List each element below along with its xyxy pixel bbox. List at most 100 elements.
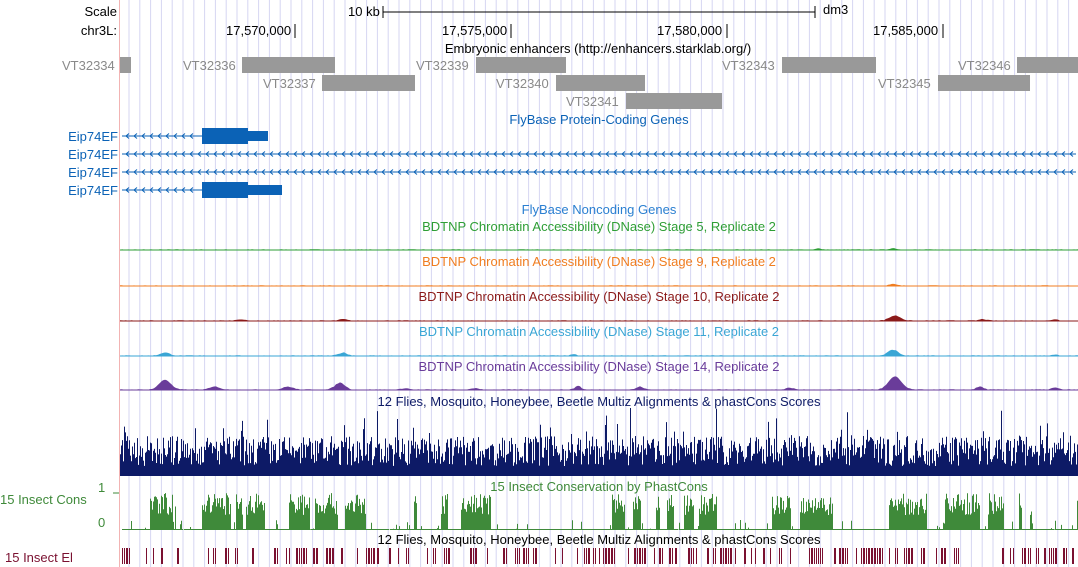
strand-chevron [149, 151, 154, 157]
track-title-enhancers[interactable]: Embryonic enhancers (http://enhancers.st… [444, 41, 752, 56]
track-title-dnase-stage11[interactable]: BDTNP Chromatin Accessibility (DNase) St… [418, 324, 780, 339]
strand-chevron [341, 169, 346, 175]
track-title-noncoding-genes[interactable]: FlyBase Noncoding Genes [521, 202, 677, 217]
strand-chevron [197, 151, 202, 157]
gene-label[interactable]: Eip74EF [68, 129, 118, 144]
strand-chevron [701, 151, 706, 157]
enhancer-label[interactable]: VT32339 [416, 58, 469, 73]
conserved-element [790, 548, 791, 564]
strand-chevron [941, 151, 946, 157]
conserved-element [608, 548, 610, 564]
track-title-protein-coding-genes[interactable]: FlyBase Protein-Coding Genes [509, 112, 689, 127]
strand-chevron [981, 151, 986, 157]
strand-chevron [453, 169, 458, 175]
conserved-element [1036, 548, 1037, 564]
strand-chevron [365, 169, 370, 175]
strand-chevron [189, 169, 194, 175]
conserved-element [475, 548, 477, 564]
strand-chevron [613, 169, 618, 175]
strand-chevron [813, 169, 818, 175]
strand-chevron [645, 169, 650, 175]
conserved-element [277, 548, 278, 564]
strand-chevron [253, 169, 258, 175]
enhancer-label[interactable]: VT32346 [958, 58, 1011, 73]
strand-chevron [437, 169, 442, 175]
gene-label[interactable]: Eip74EF [68, 147, 118, 162]
enhancer-feature [120, 57, 131, 73]
conserved-element [809, 548, 810, 564]
enhancer-label[interactable]: VT32345 [878, 76, 931, 91]
track-title-insect-el[interactable]: 12 Flies, Mosquito, Honeybee, Beetle Mul… [377, 532, 821, 547]
gene-label[interactable]: Eip74EF [68, 183, 118, 198]
strand-chevron [877, 169, 882, 175]
strand-chevron [885, 151, 890, 157]
gene-exon [202, 128, 248, 144]
enhancer-label[interactable]: VT32337 [263, 76, 316, 91]
strand-chevron [733, 151, 738, 157]
track-title-multiz[interactable]: 12 Flies, Mosquito, Honeybee, Beetle Mul… [377, 394, 821, 409]
conserved-element [1024, 548, 1026, 564]
strand-chevron [237, 169, 242, 175]
strand-chevron [613, 151, 618, 157]
enhancer-label[interactable]: VT32340 [496, 76, 549, 91]
strand-chevron [741, 151, 746, 157]
multiz-wiggle [120, 408, 1078, 476]
gene-label[interactable]: Eip74EF [68, 165, 118, 180]
strand-chevron [733, 169, 738, 175]
strand-chevron [349, 169, 354, 175]
phastcons-score-bars [122, 493, 1078, 530]
strand-chevron [917, 169, 922, 175]
strand-chevron [629, 169, 634, 175]
strand-chevron [445, 169, 450, 175]
conserved-element [672, 548, 673, 564]
strand-chevron [909, 151, 914, 157]
strand-chevron [557, 169, 562, 175]
conserved-element [669, 548, 671, 564]
conserved-element [177, 548, 179, 564]
strand-chevron [1021, 151, 1026, 157]
strand-chevron [661, 169, 666, 175]
conserved-element [406, 548, 407, 564]
track-title-dnase-stage9[interactable]: BDTNP Chromatin Accessibility (DNase) St… [422, 254, 776, 269]
strand-chevron [709, 151, 714, 157]
enhancer-label[interactable]: VT32341 [566, 94, 619, 109]
strand-chevron [141, 169, 146, 175]
strand-chevron [965, 169, 970, 175]
strand-chevron [941, 169, 946, 175]
conserved-elements [122, 548, 1074, 564]
strand-chevron [621, 151, 626, 157]
track-title-dnase-stage5[interactable]: BDTNP Chromatin Accessibility (DNase) St… [422, 219, 776, 234]
enhancer-label[interactable]: VT32336 [183, 58, 236, 73]
conserved-element [882, 548, 883, 564]
enhancer-label[interactable]: VT32334 [62, 58, 115, 73]
strand-chevron [533, 151, 538, 157]
strand-chevron [389, 151, 394, 157]
strand-chevron [389, 169, 394, 175]
strand-chevron [917, 151, 922, 157]
strand-chevron [933, 151, 938, 157]
conserved-element [1038, 548, 1039, 564]
strand-chevron [317, 151, 322, 157]
conserved-element [1049, 548, 1050, 564]
strand-chevron [453, 151, 458, 157]
conserved-element [122, 548, 123, 564]
track-title-dnase-stage10[interactable]: BDTNP Chromatin Accessibility (DNase) St… [418, 289, 780, 304]
strand-chevron [125, 133, 130, 139]
conserved-element [1010, 548, 1011, 564]
strand-chevron [341, 151, 346, 157]
conserved-element [639, 548, 641, 564]
track-title-insect-cons[interactable]: 15 Insect Conservation by PhastCons [490, 479, 708, 494]
strand-chevron [357, 169, 362, 175]
conserved-element [779, 548, 780, 564]
strand-chevron [477, 151, 482, 157]
strand-chevron [693, 151, 698, 157]
side-label-insect-el[interactable]: 15 Insect El [5, 550, 73, 565]
track-title-dnase-stage14[interactable]: BDTNP Chromatin Accessibility (DNase) St… [418, 359, 780, 374]
strand-chevron [1005, 169, 1010, 175]
strand-chevron [637, 151, 642, 157]
enhancer-label[interactable]: VT32343 [722, 58, 775, 73]
conserved-element [923, 548, 925, 564]
side-label-insect-cons[interactable]: 15 Insect Cons [0, 492, 87, 507]
conserved-element [958, 548, 959, 564]
